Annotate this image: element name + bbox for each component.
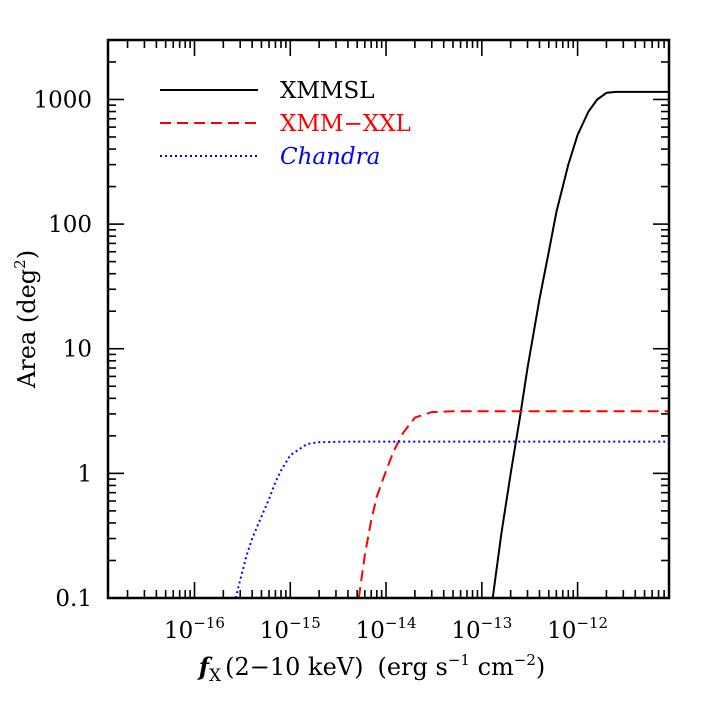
series-line [491, 90, 669, 598]
x-axis-unit-mid: cm [470, 653, 514, 681]
x-tick-label: 10−15 [260, 614, 321, 644]
axis-ticks [108, 39, 670, 599]
y-tick-label: 10 [63, 337, 92, 363]
x-axis-band: (2−10 keV) [225, 653, 363, 681]
x-tick-label: 10−16 [164, 614, 225, 644]
y-axis-close: ) [13, 250, 41, 259]
legend-label: XMMSL [280, 78, 375, 104]
series-lines [234, 90, 669, 598]
y-tick-label: 0.1 [55, 586, 92, 612]
y-tick-labels: 0.1 1 10 100 1000 [33, 87, 92, 612]
x-axis-title: fX (2−10 keV) (erg s−1 cm−2) [197, 651, 546, 686]
series-line [234, 440, 669, 598]
x-axis-unit-open: (erg s [377, 653, 447, 681]
x-tick-labels: 10−16 10−15 10−14 10−13 10−12 [164, 614, 608, 644]
legend: XMMSL XMM−XXL Chandra [160, 78, 411, 170]
x-tick-label: 10−13 [451, 614, 512, 644]
series-line [357, 410, 669, 598]
plot-frame [106, 38, 671, 600]
y-axis-sup: 2 [11, 259, 29, 269]
y-tick-label: 1 [77, 461, 92, 487]
y-tick-label: 1000 [33, 87, 92, 113]
legend-label: XMM−XXL [280, 111, 411, 137]
x-axis-unit-close: ) [536, 653, 545, 681]
legend-label: Chandra [280, 144, 380, 170]
x-axis-unit-exp1: −1 [448, 651, 470, 669]
x-tick-label: 10−12 [547, 614, 608, 644]
y-axis-text: Area (deg [13, 269, 41, 389]
x-axis-f: f [197, 652, 213, 681]
x-axis-unit-exp2: −2 [514, 651, 536, 669]
x-tick-label: 10−14 [356, 614, 417, 644]
x-axis-sub: X [209, 666, 222, 686]
y-axis-title: Area (deg2) [11, 250, 41, 389]
y-tick-label: 100 [48, 212, 92, 238]
